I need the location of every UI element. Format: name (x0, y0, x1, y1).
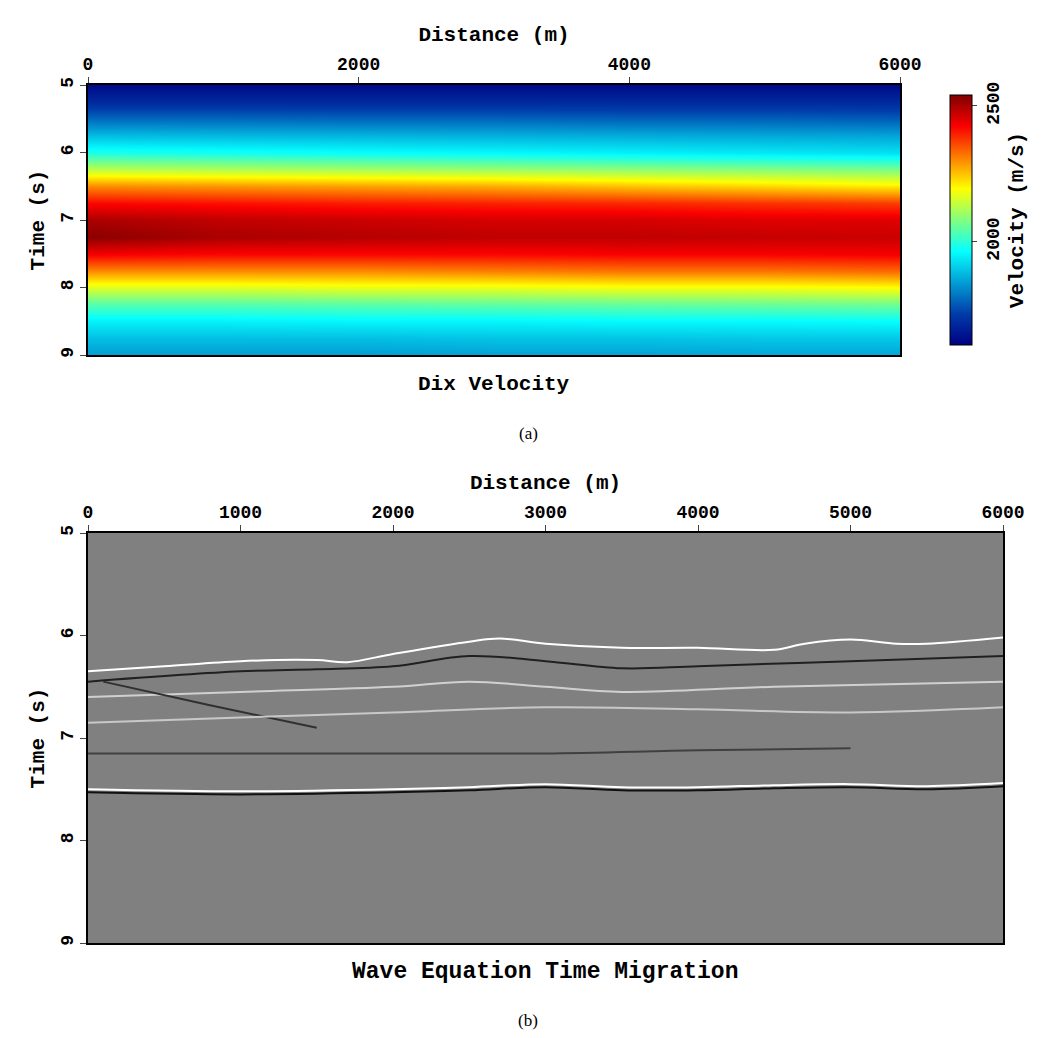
svg-text:Distance (m): Distance (m) (418, 24, 569, 47)
svg-text:5: 5 (58, 77, 78, 88)
svg-text:0: 0 (83, 503, 94, 523)
svg-text:Distance (m): Distance (m) (470, 472, 621, 495)
svg-text:Time (s): Time (s) (27, 688, 50, 789)
svg-text:2000: 2000 (371, 503, 414, 523)
svg-text:6000: 6000 (878, 55, 921, 75)
svg-text:5000: 5000 (829, 503, 872, 523)
svg-text:4000: 4000 (676, 503, 719, 523)
svg-text:6: 6 (58, 627, 78, 638)
svg-text:9: 9 (58, 935, 78, 946)
svg-text:7: 7 (58, 212, 78, 223)
svg-text:(a): (a) (519, 424, 538, 443)
svg-text:(b): (b) (518, 1011, 538, 1030)
svg-text:8: 8 (58, 832, 78, 843)
svg-text:Dix Velocity: Dix Velocity (418, 373, 570, 396)
svg-text:3000: 3000 (524, 503, 567, 523)
svg-text:8: 8 (58, 279, 78, 290)
svg-text:Velocity (m/s): Velocity (m/s) (1006, 132, 1029, 308)
svg-text:4000: 4000 (608, 55, 651, 75)
svg-text:5: 5 (58, 525, 78, 536)
svg-text:0: 0 (83, 55, 94, 75)
svg-text:Wave Equation Time Migration: Wave Equation Time Migration (352, 959, 738, 985)
svg-text:6000: 6000 (981, 503, 1024, 523)
svg-text:2500: 2500 (984, 82, 1004, 125)
svg-text:6: 6 (58, 144, 78, 155)
svg-text:7: 7 (58, 730, 78, 741)
svg-text:2000: 2000 (337, 55, 380, 75)
svg-text:Time (s): Time (s) (27, 170, 50, 271)
svg-text:2000: 2000 (984, 217, 1004, 260)
svg-text:1000: 1000 (219, 503, 262, 523)
svg-text:9: 9 (58, 347, 78, 358)
